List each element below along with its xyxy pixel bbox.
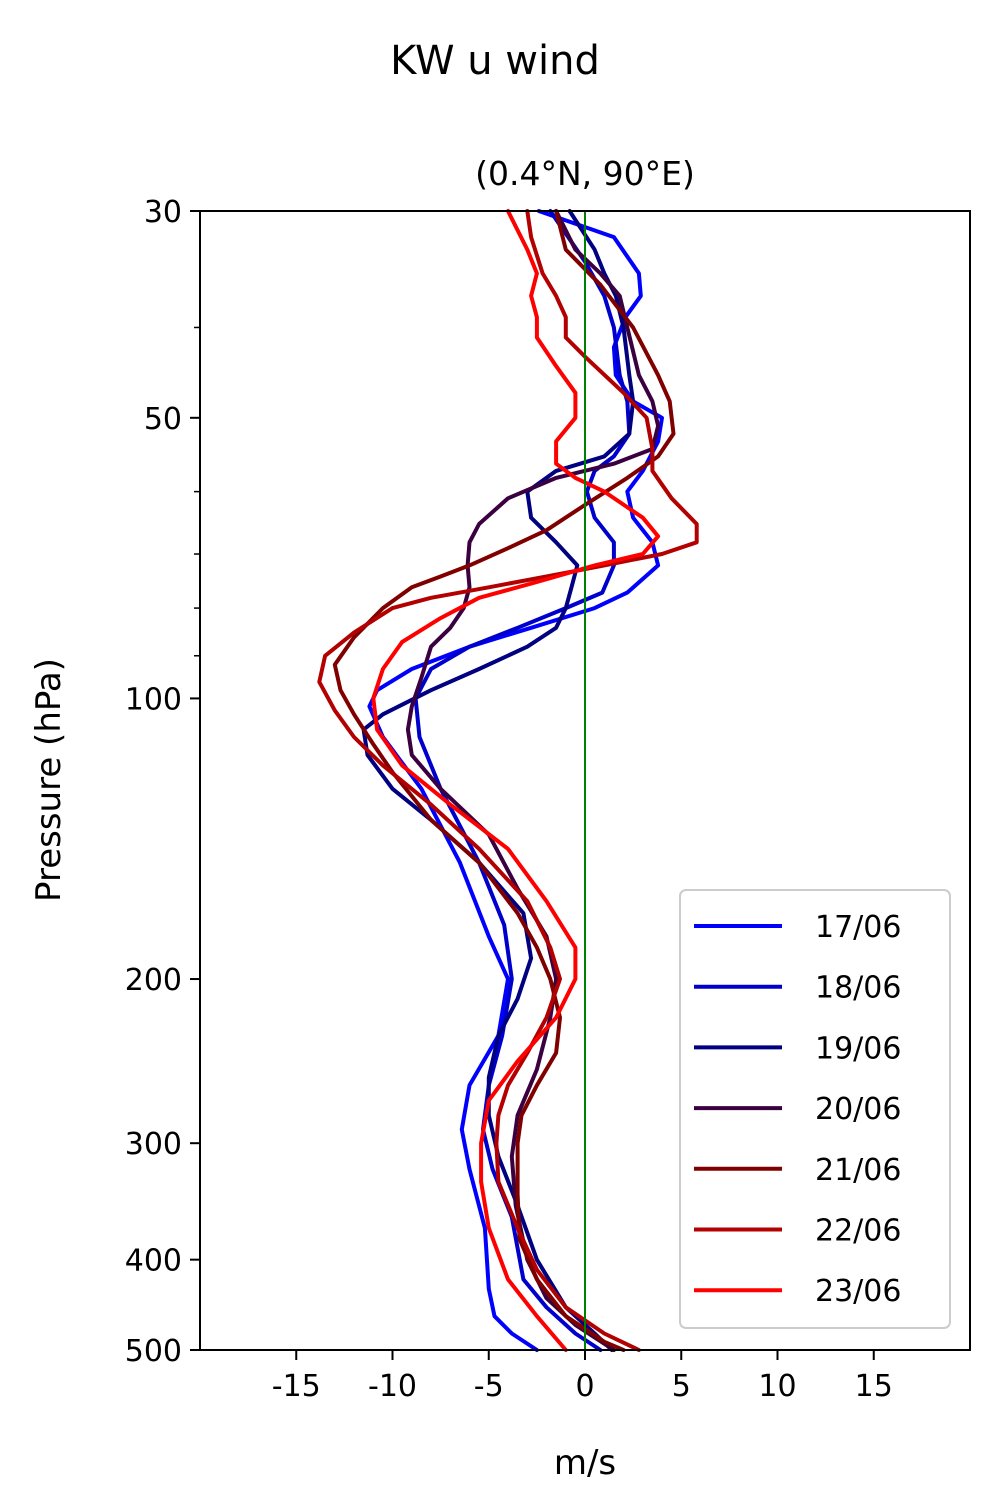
legend-items: 17/06 18/06 19/06 20/06 21/06 22/06 23/06: [694, 910, 901, 1309]
x-tick-label: -5: [474, 1369, 504, 1404]
x-tick-label: 5: [672, 1369, 691, 1404]
series-line-21-06: [332, 209, 676, 1352]
legend: 17/06 18/06 19/06 20/06 21/06 22/06 23/06: [679, 889, 951, 1329]
x-axis-label: m/s: [554, 1443, 616, 1483]
series-line-22-06: [317, 209, 699, 1352]
y-tick-label: 200: [125, 963, 182, 998]
series-layer: [317, 209, 699, 1352]
legend-label: 20/06: [815, 1092, 901, 1127]
plot-area: [199, 209, 971, 1352]
x-tick-label: 0: [575, 1369, 594, 1404]
x-tick-label: -10: [368, 1369, 417, 1404]
y-tick-label: 400: [125, 1244, 182, 1279]
legend-label: 19/06: [815, 1031, 901, 1066]
legend-label: 18/06: [815, 971, 901, 1006]
series-line-20-06: [405, 209, 661, 1352]
x-tick-label: 15: [855, 1369, 893, 1404]
x-tick-label: -15: [272, 1369, 321, 1404]
chart-title: (0.4°N, 90°E): [475, 154, 695, 193]
y-tick-label: 50: [144, 402, 182, 437]
legend-label: 21/06: [815, 1153, 901, 1188]
y-tick-label: 30: [144, 195, 182, 230]
y-tick-label: 100: [125, 682, 182, 717]
x-axis: -15 -10 -5 0 5 10 15: [272, 1350, 893, 1404]
legend-label: 17/06: [815, 910, 901, 945]
series-line-23-06: [371, 209, 661, 1352]
legend-label: 23/06: [815, 1274, 901, 1309]
y-tick-label: 300: [125, 1127, 182, 1162]
series-line-17-06: [367, 209, 664, 1352]
y-tick-label: 500: [125, 1334, 182, 1369]
figure-suptitle: KW u wind: [390, 38, 600, 84]
legend-frame: [679, 889, 951, 1329]
y-axis-label: Pressure (hPa): [29, 658, 69, 902]
x-tick-label: 10: [758, 1369, 796, 1404]
series-line-18-06: [413, 209, 632, 1352]
legend-label: 22/06: [815, 1214, 901, 1249]
y-axis: 30 50 100 200 300 400 500: [125, 195, 200, 1369]
